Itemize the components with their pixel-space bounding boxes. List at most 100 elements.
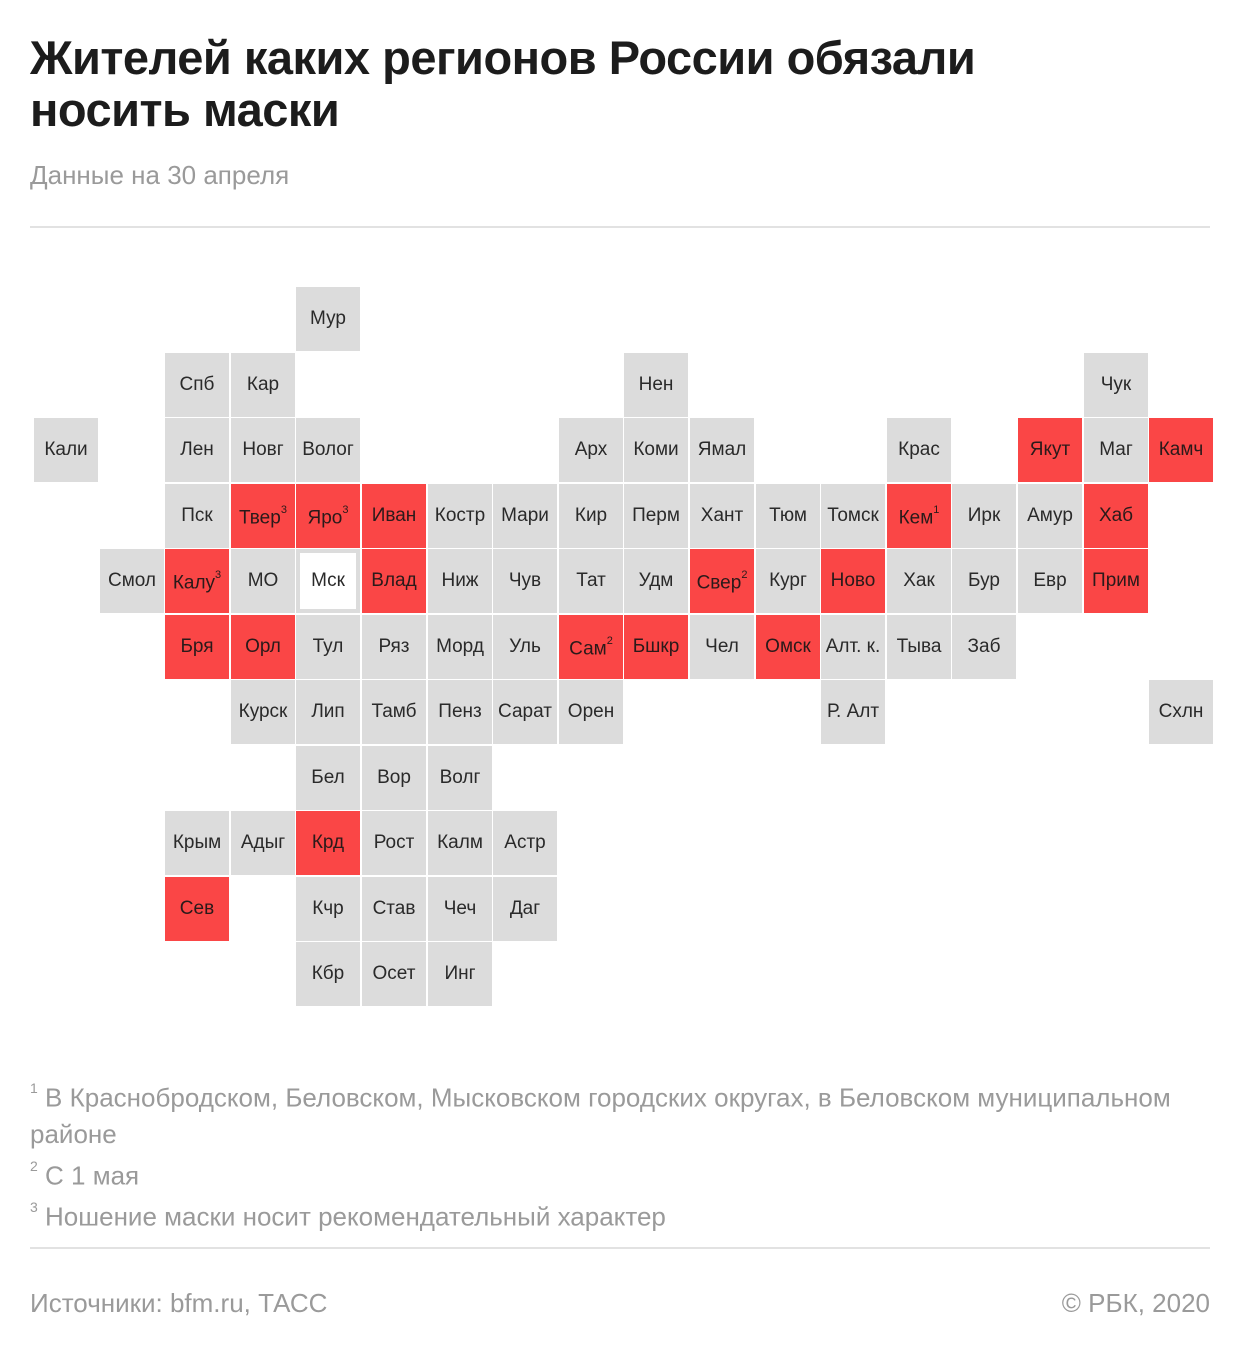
region-footnote-mark: 2	[741, 569, 748, 582]
region-tile: Прим	[1084, 549, 1148, 613]
region-label: Став	[372, 898, 416, 919]
region-label: Орл	[245, 636, 281, 657]
region-label: Чук	[1100, 374, 1132, 395]
region-tile: Бел	[296, 746, 360, 810]
sources: Источники: bfm.ru, ТАСС	[30, 1288, 328, 1318]
region-label: Тамб	[371, 701, 417, 722]
region-label: Амур	[1027, 505, 1073, 526]
region-tile: Тат	[559, 549, 623, 613]
region-label: Кар	[246, 374, 280, 395]
region-tile: Хак	[887, 549, 951, 613]
region-label: Костр	[434, 505, 486, 526]
region-label: Тюм	[769, 505, 807, 526]
region-footnote-mark: 3	[215, 569, 222, 582]
region-label: Уль	[509, 636, 541, 657]
region-label: Кали	[44, 439, 88, 460]
region-tile: Крд	[296, 811, 360, 875]
region-label: Схлн	[1158, 701, 1204, 722]
region-tile: Свер2	[690, 549, 754, 613]
region-footnote-mark: 1	[933, 504, 940, 517]
region-label: Астр	[504, 832, 546, 853]
region-tile: Маг	[1084, 418, 1148, 482]
region-label: МО	[247, 570, 279, 591]
region-label: Влад	[371, 570, 417, 591]
region-label: Чеч	[443, 898, 477, 919]
region-label: Кчр	[312, 898, 344, 919]
copyright: © РБК, 2020	[1061, 1288, 1210, 1318]
region-tile: Вор	[362, 746, 426, 810]
footnote-text: В Краснобродском, Беловском, Мысковском …	[30, 1082, 1171, 1149]
footnote-mark: 3	[30, 1199, 38, 1216]
region-label: Чел	[705, 636, 739, 657]
region-label: Осет	[372, 963, 416, 984]
region-label: Смол	[107, 570, 157, 591]
region-label: Сарат	[498, 701, 552, 722]
region-label: Крд	[311, 832, 345, 853]
region-label: Адыг	[240, 832, 286, 853]
region-tile: Кар	[231, 353, 295, 417]
region-tile: Крым	[165, 811, 229, 875]
region-label: Пск	[181, 505, 213, 526]
region-label: Яро3	[307, 504, 349, 529]
footnote-mark: 1	[30, 1080, 38, 1096]
region-tile: Крас	[887, 418, 951, 482]
region-label: Кир	[574, 505, 608, 526]
region-label: Спб	[179, 374, 215, 395]
region-tile: Хант	[690, 484, 754, 548]
region-tile: Бур	[952, 549, 1016, 613]
region-footnote-mark: 2	[606, 635, 613, 648]
region-label: Лип	[311, 701, 345, 722]
region-label: Мск	[311, 570, 345, 591]
region-tile: Заб	[952, 615, 1016, 679]
region-label: Лен	[180, 439, 214, 460]
region-tile: Бшкр	[624, 615, 688, 679]
region-label: Омск	[765, 636, 811, 657]
footnote-text: С 1 мая	[37, 1160, 140, 1191]
region-label: Пенз	[438, 701, 482, 722]
region-tile: Став	[362, 877, 426, 941]
region-label: Арх	[574, 439, 608, 460]
region-tile: Ново	[821, 549, 885, 613]
region-tile: Сев	[165, 877, 229, 941]
region-tile: Камч	[1149, 418, 1213, 482]
region-label: Якут	[1029, 439, 1071, 460]
region-tile: Ниж	[428, 549, 492, 613]
region-label: Бшкр	[632, 636, 680, 657]
region-tile: Ряз	[362, 615, 426, 679]
region-tile: Кали	[34, 418, 98, 482]
region-tile: Тамб	[362, 680, 426, 744]
region-tile: Тюм	[756, 484, 820, 548]
region-tile: Сам2	[559, 615, 623, 679]
region-tile: Уль	[493, 615, 557, 679]
region-tile: Р. Алт	[821, 680, 885, 744]
footnote-2: 2 С 1 мая	[30, 1152, 1180, 1194]
region-label: Иван	[371, 505, 417, 526]
region-label: Бел	[311, 767, 345, 788]
region-label: Морд	[436, 636, 484, 657]
region-label: Алт. к.	[825, 636, 881, 657]
footnote-mark: 2	[30, 1157, 38, 1174]
region-tile: Арх	[559, 418, 623, 482]
region-tile: Удм	[624, 549, 688, 613]
region-label: Камч	[1158, 439, 1204, 460]
page-title: Жителей каких регионов России обязали но…	[30, 31, 976, 136]
region-tile: Перм	[624, 484, 688, 548]
region-tile: Коми	[624, 418, 688, 482]
region-tile: Чук	[1084, 353, 1148, 417]
region-tile: Рост	[362, 811, 426, 875]
region-label: Волог	[302, 439, 354, 460]
region-tile: Лип	[296, 680, 360, 744]
region-label: Волг	[439, 767, 481, 788]
region-tile: Томск	[821, 484, 885, 548]
page-subtitle: Данные на 30 апреля	[30, 160, 290, 190]
region-tile: Твер3	[231, 484, 295, 548]
region-label: Курск	[238, 701, 288, 722]
region-footnote-mark: 3	[280, 504, 287, 517]
region-label: Мур	[310, 308, 346, 329]
region-tile: Чел	[690, 615, 754, 679]
region-label: Хант	[700, 505, 744, 526]
region-label: Кем1	[898, 504, 940, 529]
region-label: Калу3	[172, 569, 222, 594]
region-tile: Новг	[231, 418, 295, 482]
region-label: Крас	[898, 439, 940, 460]
